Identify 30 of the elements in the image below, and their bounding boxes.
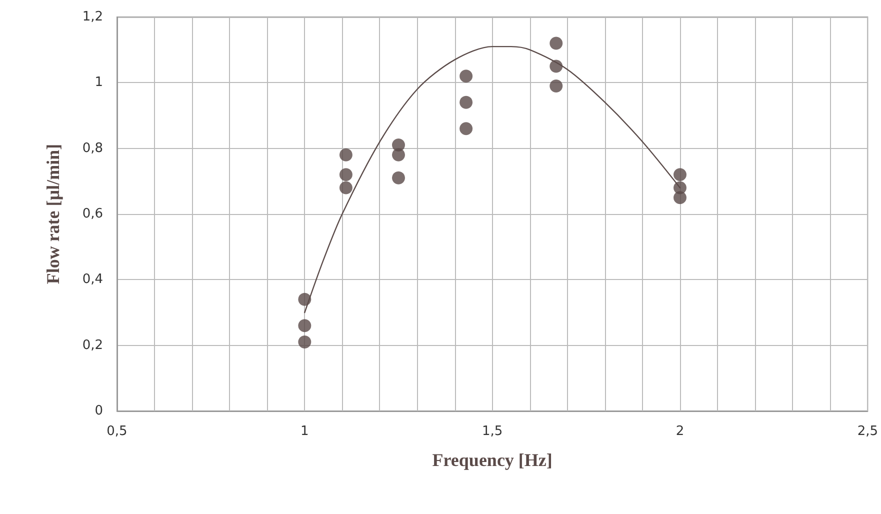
- point: [339, 168, 352, 182]
- point: [550, 36, 563, 50]
- x-tick-label: 1: [300, 424, 309, 439]
- y-tick-label: 0,6: [82, 206, 103, 222]
- y-axis-title: Flow rate [µl/min]: [43, 144, 63, 284]
- point: [339, 181, 352, 194]
- y-tick-label: 1: [94, 75, 103, 90]
- y-tick-label: 0,4: [82, 272, 103, 288]
- point: [298, 292, 312, 306]
- x-tick-label: 2: [676, 424, 684, 439]
- point: [460, 96, 473, 109]
- y-tick-label: 1,2: [82, 10, 103, 24]
- point: [550, 79, 563, 92]
- x-tick-label: 2,5: [857, 424, 878, 439]
- point: [674, 191, 686, 204]
- point: [298, 336, 312, 349]
- point: [298, 319, 312, 332]
- y-tick-label: 0: [94, 404, 103, 418]
- x-tick-label: 1,5: [482, 424, 503, 439]
- point: [460, 122, 473, 136]
- point: [339, 148, 352, 162]
- point: [460, 70, 473, 83]
- x-tick-label: 0,5: [106, 424, 128, 439]
- y-tick-label: 0,2: [82, 338, 103, 353]
- point: [392, 148, 405, 162]
- y-tick-label: 0,8: [82, 140, 103, 156]
- point: [550, 60, 563, 73]
- point: [674, 168, 686, 182]
- x-axis-title: Frequency [Hz]: [432, 450, 552, 470]
- point: [392, 171, 405, 184]
